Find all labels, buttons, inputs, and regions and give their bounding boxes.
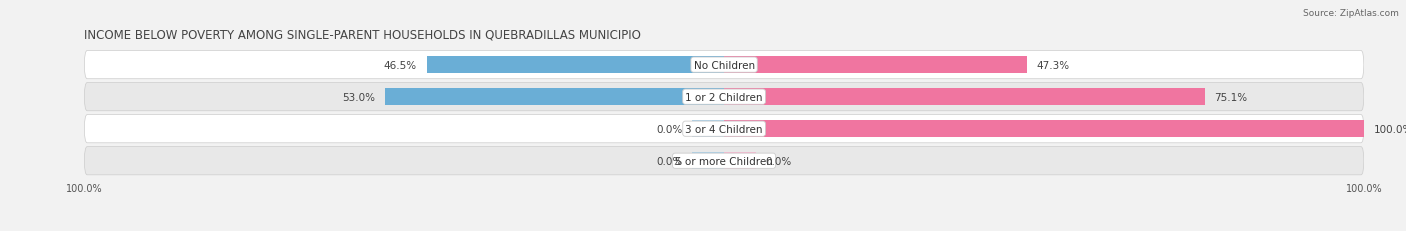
Bar (724, 89, 1205, 106)
FancyBboxPatch shape (84, 83, 1364, 111)
Bar (724, 153, 756, 169)
Text: 0.0%: 0.0% (657, 156, 682, 166)
Text: 46.5%: 46.5% (384, 60, 418, 70)
Text: 75.1%: 75.1% (1215, 92, 1247, 102)
FancyBboxPatch shape (84, 147, 1364, 175)
Text: 53.0%: 53.0% (343, 92, 375, 102)
Text: 0.0%: 0.0% (657, 124, 682, 134)
Bar (692, 121, 724, 137)
Text: INCOME BELOW POVERTY AMONG SINGLE-PARENT HOUSEHOLDS IN QUEBRADILLAS MUNICIPIO: INCOME BELOW POVERTY AMONG SINGLE-PARENT… (84, 28, 641, 41)
Bar (692, 153, 724, 169)
Text: No Children: No Children (693, 60, 755, 70)
Text: 3 or 4 Children: 3 or 4 Children (685, 124, 763, 134)
Text: 47.3%: 47.3% (1036, 60, 1070, 70)
Text: Source: ZipAtlas.com: Source: ZipAtlas.com (1303, 9, 1399, 18)
FancyBboxPatch shape (84, 51, 1364, 79)
Text: 1 or 2 Children: 1 or 2 Children (685, 92, 763, 102)
Bar (385, 89, 724, 106)
Text: 0.0%: 0.0% (766, 156, 792, 166)
Bar (426, 57, 724, 74)
FancyBboxPatch shape (84, 115, 1364, 143)
Bar (724, 57, 1026, 74)
Text: 5 or more Children: 5 or more Children (675, 156, 773, 166)
Bar (724, 121, 1364, 137)
Text: 100.0%: 100.0% (1374, 124, 1406, 134)
